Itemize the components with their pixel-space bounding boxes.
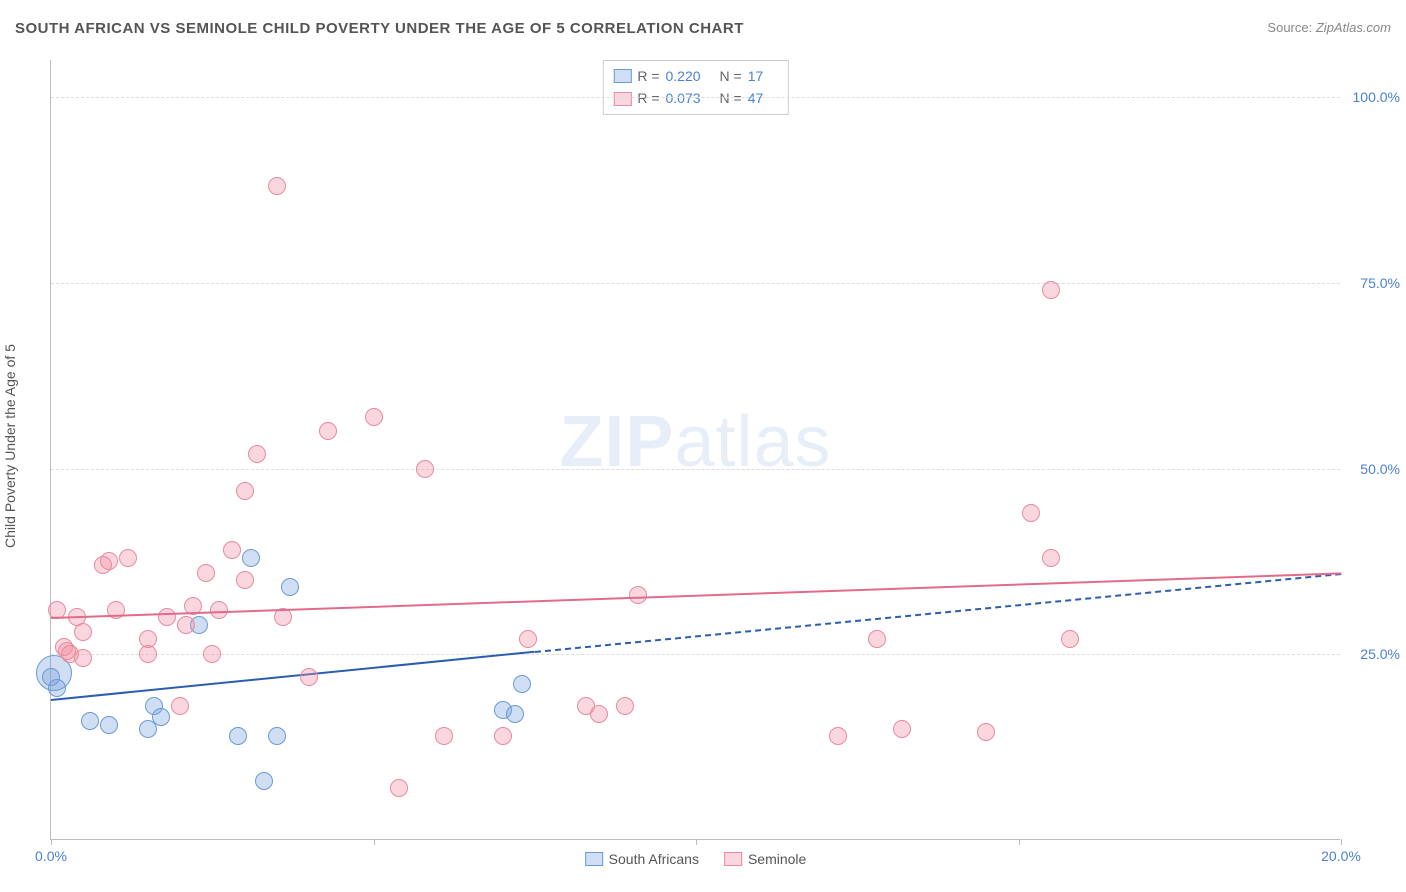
scatter-point <box>74 649 92 667</box>
correlation-legend-row: R = 0.073 N = 47 <box>613 87 777 109</box>
scatter-point <box>416 460 434 478</box>
gridline <box>51 97 1340 98</box>
n-label: N = <box>720 65 742 87</box>
y-tick-label: 50.0% <box>1345 461 1400 477</box>
scatter-point <box>390 779 408 797</box>
trend-line <box>51 651 535 701</box>
source-label: Source: <box>1267 20 1312 35</box>
legend-swatch <box>585 852 603 866</box>
gridline <box>51 654 1340 655</box>
scatter-point <box>203 645 221 663</box>
x-tick-mark <box>696 839 697 845</box>
scatter-point <box>519 630 537 648</box>
scatter-point <box>629 586 647 604</box>
scatter-point <box>268 177 286 195</box>
scatter-point <box>242 549 260 567</box>
correlation-legend-row: R = 0.220 N = 17 <box>613 65 777 87</box>
source-attribution: Source: ZipAtlas.com <box>1267 20 1391 35</box>
source-name: ZipAtlas.com <box>1316 20 1391 35</box>
y-tick-label: 25.0% <box>1345 646 1400 662</box>
scatter-point <box>1061 630 1079 648</box>
scatter-point <box>236 571 254 589</box>
scatter-point <box>1022 504 1040 522</box>
scatter-point <box>210 601 228 619</box>
x-tick-label: 20.0% <box>1321 848 1361 864</box>
scatter-plot: ZIPatlas R =0.220N =17R =0.073N =47 Sout… <box>50 60 1340 840</box>
legend-swatch <box>613 69 631 83</box>
n-value: 17 <box>748 65 778 87</box>
series-legend: South Africans Seminole <box>585 851 807 867</box>
scatter-point <box>197 564 215 582</box>
legend-swatch <box>724 852 742 866</box>
legend-item: South Africans <box>585 851 699 867</box>
correlation-legend: R = 0.220 N = 17 R = 0.073 N = 47 <box>602 60 788 115</box>
watermark: ZIPatlas <box>559 400 831 482</box>
scatter-point <box>100 716 118 734</box>
scatter-point <box>868 630 886 648</box>
scatter-point <box>365 408 383 426</box>
x-tick-mark <box>1341 839 1342 845</box>
scatter-point <box>506 705 524 723</box>
x-tick-mark <box>374 839 375 845</box>
scatter-point <box>616 697 634 715</box>
r-value: 0.073 <box>666 87 714 109</box>
gridline <box>51 283 1340 284</box>
scatter-point <box>1042 281 1060 299</box>
y-axis-label: Child Poverty Under the Age of 5 <box>2 344 18 548</box>
scatter-point <box>255 772 273 790</box>
gridline <box>51 469 1340 470</box>
r-value: 0.220 <box>666 65 714 87</box>
scatter-point <box>100 552 118 570</box>
scatter-point <box>223 541 241 559</box>
scatter-point <box>435 727 453 745</box>
y-tick-label: 75.0% <box>1345 275 1400 291</box>
x-tick-mark <box>51 839 52 845</box>
scatter-point <box>74 623 92 641</box>
legend-label: Seminole <box>748 851 806 867</box>
scatter-point <box>300 668 318 686</box>
scatter-point <box>590 705 608 723</box>
legend-item: Seminole <box>724 851 806 867</box>
scatter-point <box>236 482 254 500</box>
scatter-point <box>229 727 247 745</box>
legend-label: South Africans <box>609 851 699 867</box>
scatter-point <box>513 675 531 693</box>
scatter-point <box>281 578 299 596</box>
scatter-point <box>494 727 512 745</box>
scatter-point <box>171 697 189 715</box>
y-tick-label: 100.0% <box>1345 89 1400 105</box>
scatter-point <box>119 549 137 567</box>
scatter-point <box>158 608 176 626</box>
scatter-point <box>248 445 266 463</box>
chart-title: SOUTH AFRICAN VS SEMINOLE CHILD POVERTY … <box>15 20 744 37</box>
r-label: R = <box>637 87 659 109</box>
scatter-point <box>1042 549 1060 567</box>
x-tick-label: 0.0% <box>35 848 67 864</box>
n-label: N = <box>720 87 742 109</box>
scatter-point <box>829 727 847 745</box>
r-label: R = <box>637 65 659 87</box>
trend-line <box>535 573 1341 653</box>
scatter-point <box>319 422 337 440</box>
n-value: 47 <box>748 87 778 109</box>
scatter-point <box>177 616 195 634</box>
scatter-point <box>977 723 995 741</box>
x-tick-mark <box>1019 839 1020 845</box>
scatter-point <box>81 712 99 730</box>
scatter-point <box>268 727 286 745</box>
scatter-point <box>139 630 157 648</box>
legend-swatch <box>613 92 631 106</box>
scatter-point <box>152 708 170 726</box>
scatter-point <box>48 679 66 697</box>
scatter-point <box>893 720 911 738</box>
